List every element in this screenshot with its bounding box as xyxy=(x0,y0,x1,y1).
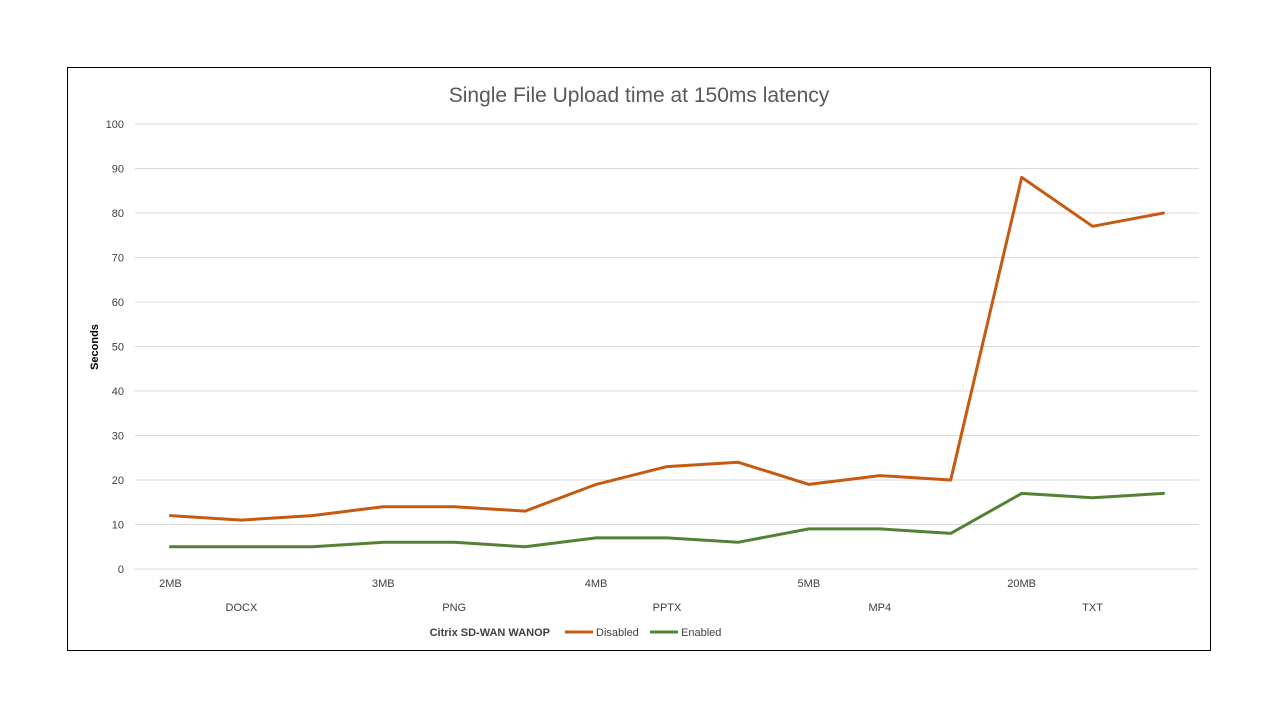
y-axis-ticks: 0 10 20 30 40 50 60 70 80 90 100 xyxy=(106,119,124,576)
legend-title: Citrix SD-WAN WANOP xyxy=(430,627,550,639)
y-tick-label: 10 xyxy=(112,520,124,532)
series-line-disabled xyxy=(169,175,1165,522)
chart-frame: Single File Upload time at 150ms latency… xyxy=(67,67,1211,651)
y-tick-label: 30 xyxy=(112,431,124,443)
line-chart: Single File Upload time at 150ms latency… xyxy=(89,84,1199,639)
x-tick-label-format: PPTX xyxy=(653,602,682,614)
y-tick-label: 0 xyxy=(118,564,124,576)
x-tick-label-format: PNG xyxy=(442,602,466,614)
series-line-enabled xyxy=(169,491,1165,549)
y-tick-label: 70 xyxy=(112,253,124,265)
x-tick-label-format: DOCX xyxy=(226,602,258,614)
x-tick-label-size: 3MB xyxy=(372,578,395,590)
x-tick-label-size: 2MB xyxy=(159,578,182,590)
y-tick-label: 50 xyxy=(112,342,124,354)
x-axis-labels: 2MB DOCX 3MB PNG 4MB PPTX 5MB MP4 20MB TXT xyxy=(159,578,1103,614)
y-axis-title: Seconds xyxy=(89,324,101,370)
x-tick-label-size: 4MB xyxy=(585,578,608,590)
x-tick-label-size: 5MB xyxy=(798,578,821,590)
legend: Citrix SD-WAN WANOP Disabled Enabled xyxy=(430,627,722,639)
x-tick-label-format: TXT xyxy=(1082,602,1103,614)
y-tick-label: 20 xyxy=(112,475,124,487)
x-tick-label-format: MP4 xyxy=(868,602,891,614)
y-tick-label: 80 xyxy=(112,208,124,220)
gridlines xyxy=(135,123,1199,570)
y-tick-label: 90 xyxy=(112,164,124,176)
x-tick-label-size: 20MB xyxy=(1007,578,1036,590)
legend-label-disabled: Disabled xyxy=(596,627,639,639)
y-tick-label: 100 xyxy=(106,119,124,131)
y-tick-label: 40 xyxy=(112,386,124,398)
y-tick-label: 60 xyxy=(112,297,124,309)
chart-title: Single File Upload time at 150ms latency xyxy=(449,84,830,107)
legend-label-enabled: Enabled xyxy=(681,627,721,639)
series-lines xyxy=(169,175,1165,549)
